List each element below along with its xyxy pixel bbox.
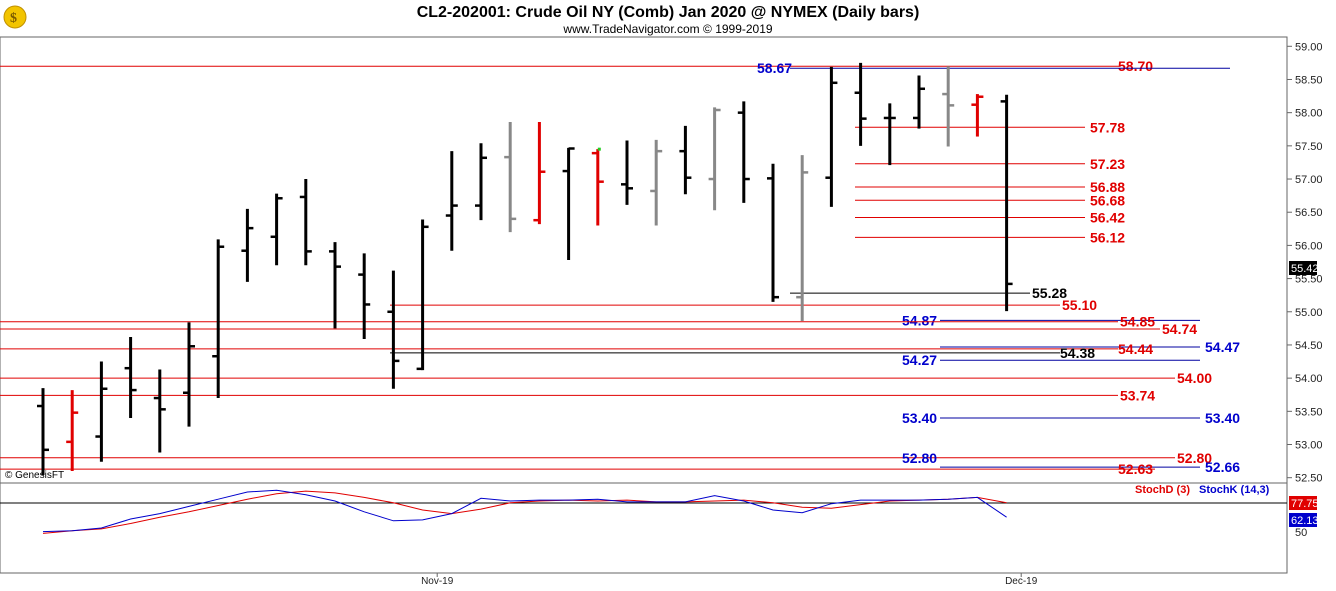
level-label: 58.67 — [757, 60, 792, 76]
level-label: 56.42 — [1090, 210, 1125, 226]
level-label: 53.40 — [1205, 410, 1240, 426]
level-label: 54.27 — [902, 352, 937, 368]
y-tick-label: 56.00 — [1295, 240, 1323, 252]
level-label: 54.47 — [1205, 339, 1240, 355]
stoch-k-badge — [1289, 513, 1317, 527]
y-tick-label: 52.50 — [1295, 473, 1323, 485]
y-axis-ticks: 52.50 53.00 53.50 54.00 54.50 55.00 55.50 56.00… — [1287, 41, 1323, 485]
y-tick-label: 54.00 — [1295, 373, 1323, 385]
stoch-d-value: 77.75 — [1291, 498, 1319, 510]
current-price-badge: 55.42 — [1289, 261, 1319, 275]
level-label: 58.70 — [1118, 58, 1153, 74]
stoch-series-line — [42, 490, 1007, 534]
y-tick-label: 56.50 — [1295, 207, 1323, 219]
y-tick-label: 54.50 — [1295, 340, 1323, 352]
price-bars — [37, 62, 1013, 476]
stoch-y-tick-label: 50 — [1295, 527, 1307, 539]
level-label: 54.87 — [902, 312, 937, 328]
stoch-k-value: 62.13 — [1291, 515, 1319, 527]
svg-text:$: $ — [10, 11, 17, 26]
y-tick-label: 55.00 — [1295, 307, 1323, 319]
x-axis-labels: Nov-19 Dec-19 — [421, 573, 1038, 587]
current-price-label: 55.42 — [1291, 263, 1319, 275]
level-label: 54.74 — [1162, 321, 1197, 337]
y-tick-label: 59.00 — [1295, 41, 1323, 53]
trade-navigator-logo-icon: $ — [3, 5, 27, 29]
level-label: 57.78 — [1090, 119, 1125, 135]
y-tick-label: 53.00 — [1295, 440, 1323, 452]
y-tick-label: 58.50 — [1295, 74, 1323, 86]
level-label: 56.68 — [1090, 192, 1125, 208]
level-label: 52.63 — [1118, 461, 1153, 477]
level-label: 56.12 — [1090, 229, 1125, 245]
price-panel — [0, 36, 1288, 484]
level-label: 53.40 — [902, 410, 937, 426]
y-tick-label: 53.50 — [1295, 406, 1323, 418]
level-label: 52.80 — [1177, 450, 1212, 466]
level-label: 55.28 — [1032, 285, 1067, 301]
x-tick-label: Dec-19 — [1005, 576, 1038, 587]
level-label: 56.88 — [1090, 179, 1125, 195]
level-label: 54.44 — [1118, 341, 1153, 357]
chart-title: CL2-202001: Crude Oil NY (Comb) Jan 2020… — [417, 4, 920, 21]
y-tick-label: 58.00 — [1295, 108, 1323, 120]
stoch-series-line — [42, 489, 1007, 533]
y-tick-label: 57.00 — [1295, 174, 1323, 186]
chart-subtitle: www.TradeNavigator.com © 1999-2019 — [562, 22, 772, 36]
stoch-d-badge — [1289, 496, 1317, 510]
stoch-legend-label: StochK (14,3) — [1199, 484, 1270, 496]
stoch-legend-label: StochD (3) — [1135, 484, 1190, 496]
level-label: 52.66 — [1205, 459, 1240, 475]
genesis-watermark: © GenesisFT — [5, 470, 64, 481]
level-label: 52.80 — [902, 450, 937, 466]
y-tick-label: 55.50 — [1295, 274, 1323, 286]
level-label: 54.85 — [1120, 314, 1155, 330]
level-label: 53.74 — [1120, 387, 1155, 403]
x-tick-label: Nov-19 — [421, 576, 454, 587]
level-label: 57.23 — [1090, 156, 1125, 172]
y-tick-label: 57.50 — [1295, 141, 1323, 153]
level-label: 54.00 — [1177, 370, 1212, 386]
level-label: 55.10 — [1062, 297, 1097, 313]
level-label: 54.38 — [1060, 345, 1095, 361]
indicator-panel — [0, 482, 1288, 574]
